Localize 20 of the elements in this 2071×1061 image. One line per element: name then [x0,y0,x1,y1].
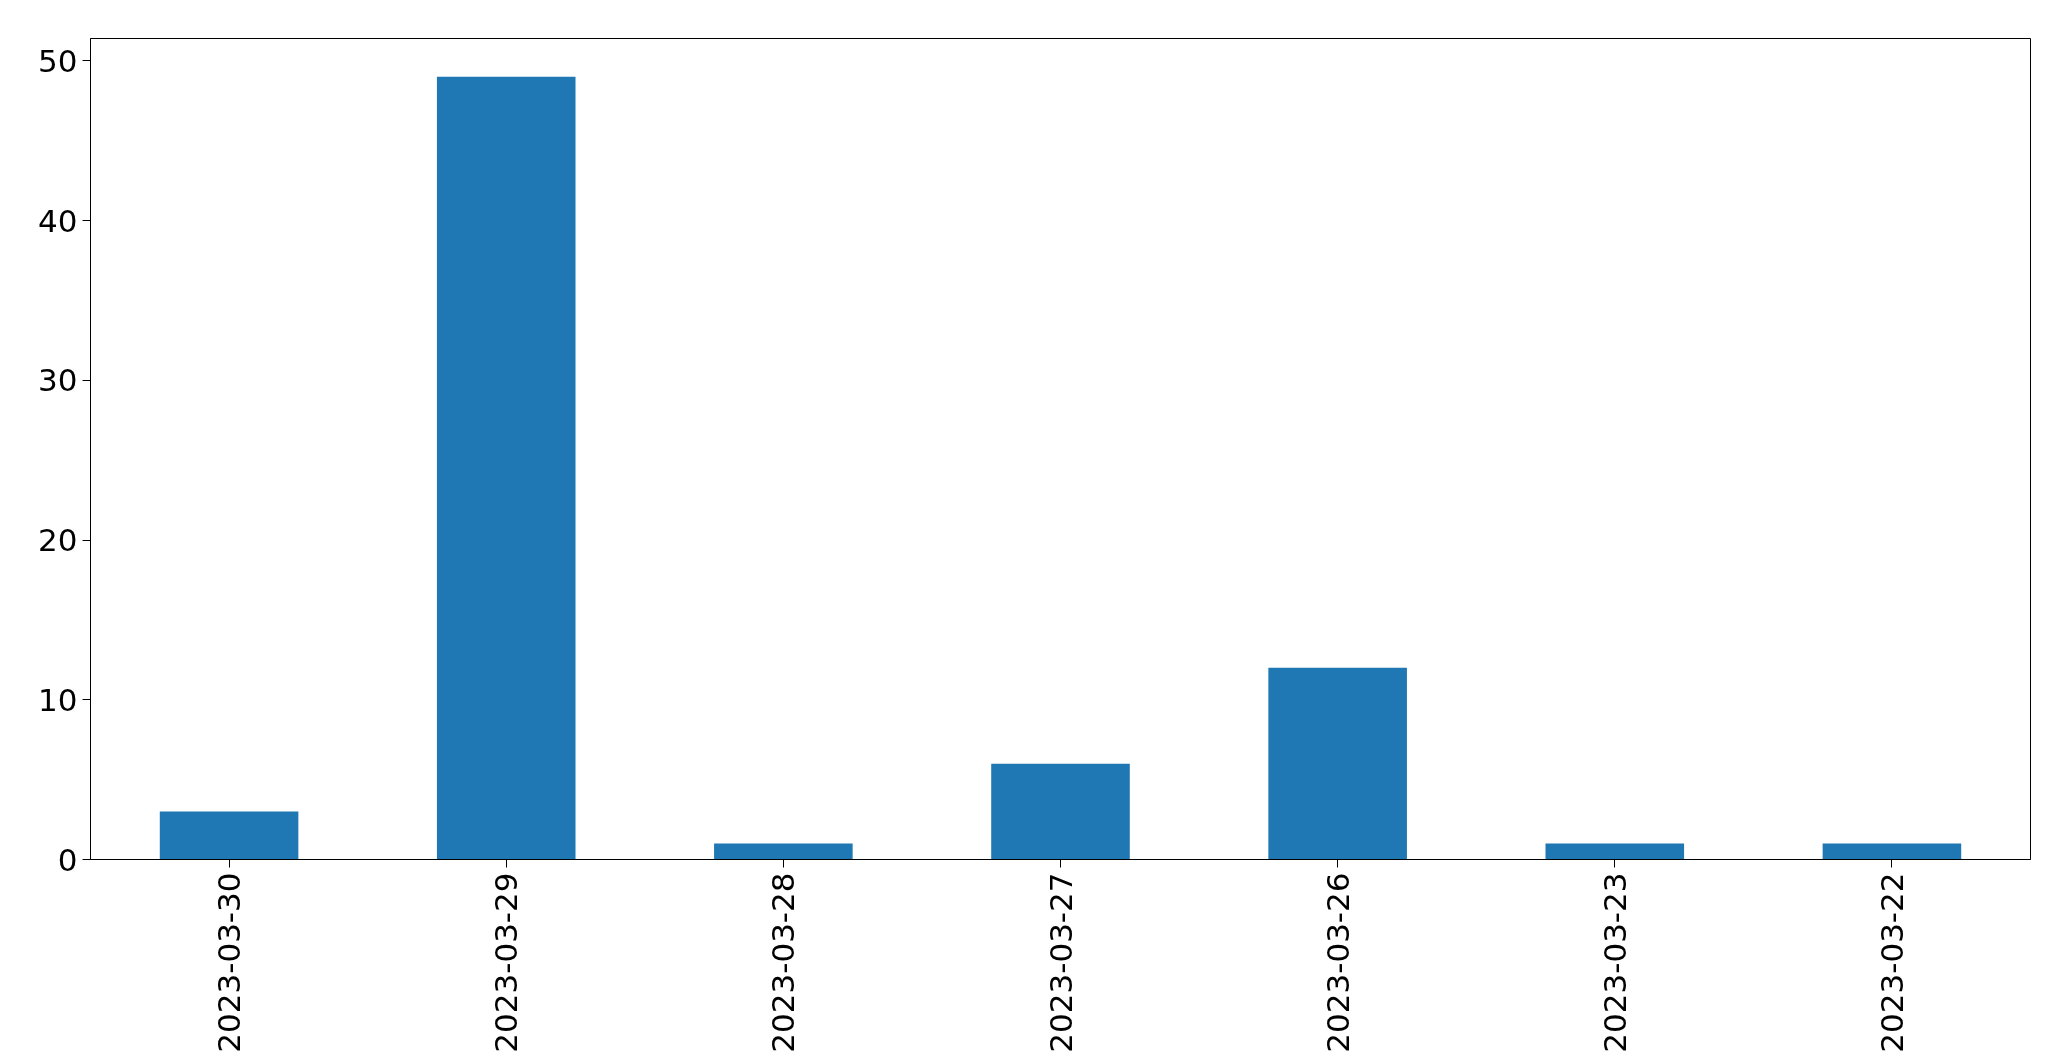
x-tick-label: 2023-03-23 [1596,872,1633,1053]
bar [159,811,299,860]
bar [991,763,1130,860]
y-tick-label: 20 [38,522,78,559]
y-tick-label: 30 [38,362,78,399]
x-tick-label: 2023-03-27 [1042,872,1079,1053]
y-tick-label: 10 [38,681,78,718]
x-tick-label: 2023-03-28 [765,872,802,1053]
bar [436,76,576,860]
bar [714,843,853,860]
y-tick-label: 0 [57,841,78,878]
y-tick-label: 50 [38,42,78,79]
bar [1268,667,1407,860]
x-tick-label: 2023-03-22 [1873,872,1910,1053]
bar [1822,843,1962,860]
x-tick-label: 2023-03-26 [1319,872,1356,1053]
x-tick-label: 2023-03-30 [211,872,248,1053]
bar [1545,843,1685,860]
x-tick-label: 2023-03-29 [488,872,525,1053]
y-tick-label: 40 [38,202,78,239]
